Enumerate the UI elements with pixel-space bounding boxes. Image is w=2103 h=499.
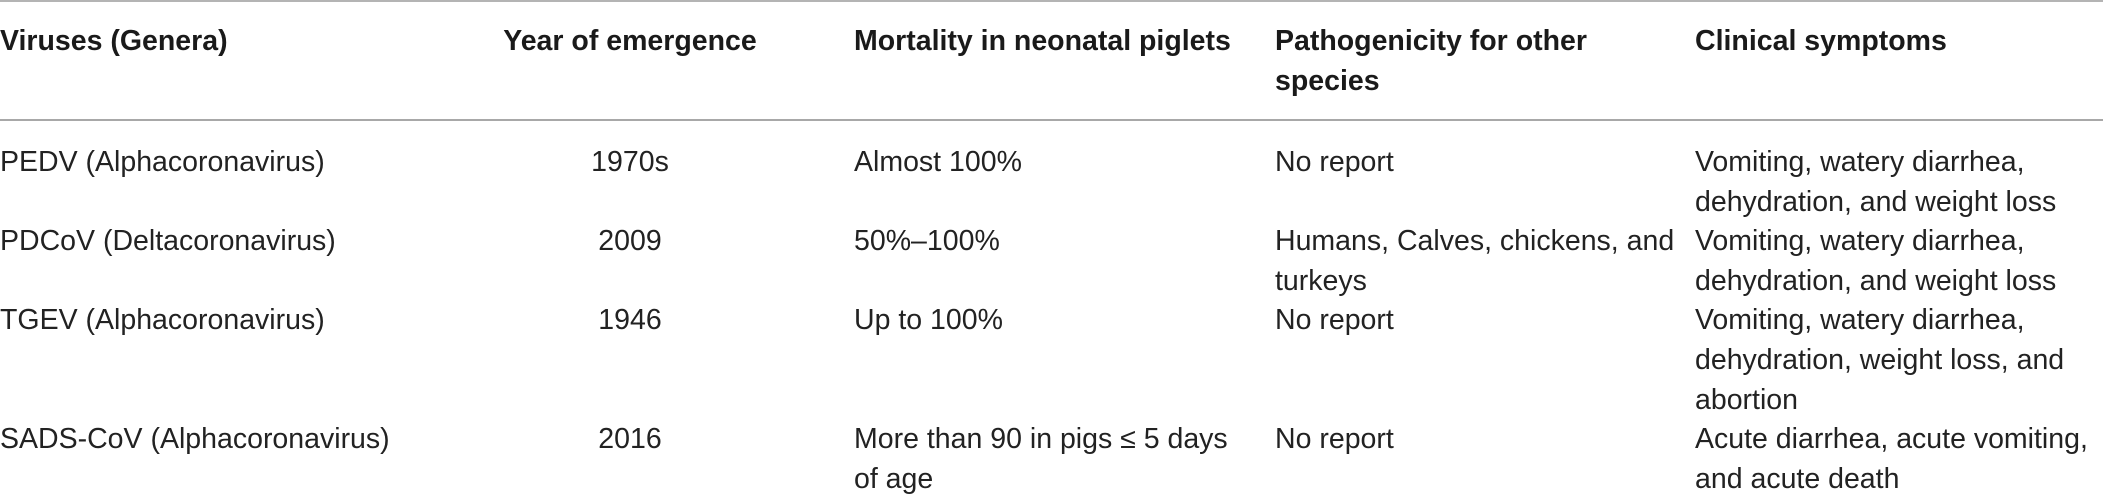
header-pathogenicity: Pathogenicity for other species [1275, 25, 1587, 97]
cell-mortality: More than 90 in pigs ≤ 5 days of age [854, 423, 1228, 495]
header-viruses: Viruses (Genera) [0, 25, 228, 57]
cell-mortality: Up to 100% [854, 304, 1003, 336]
cell-year: 1946 [598, 304, 662, 336]
table-header-rule [0, 119, 2103, 121]
cell-symptoms: Vomiting, watery diarrhea, dehydration, … [1695, 146, 2057, 218]
table-top-rule [0, 0, 2103, 2]
header-mortality: Mortality in neonatal piglets [854, 25, 1231, 57]
cell-year: 2009 [598, 225, 662, 257]
cell-symptoms: Acute diarrhea, acute vomiting, and acut… [1695, 423, 2088, 495]
cell-year: 2016 [598, 423, 662, 455]
cell-pathogenicity: No report [1275, 423, 1394, 455]
cell-pathogenicity: Humans, Calves, chickens, and turkeys [1275, 225, 1675, 297]
cell-virus: PEDV (Alphacoronavirus) [0, 146, 325, 178]
cell-symptoms: Vomiting, watery diarrhea, dehydration, … [1695, 225, 2057, 297]
cell-virus: TGEV (Alphacoronavirus) [0, 304, 325, 336]
cell-virus: PDCoV (Deltacoronavirus) [0, 225, 336, 257]
cell-year: 1970s [591, 146, 669, 178]
header-year: Year of emergence [503, 25, 757, 57]
cell-pathogenicity: No report [1275, 304, 1394, 336]
header-symptoms: Clinical symptoms [1695, 25, 1947, 57]
cell-virus: SADS-CoV (Alphacoronavirus) [0, 423, 390, 455]
cell-symptoms: Vomiting, watery diarrhea, dehydration, … [1695, 304, 2065, 416]
cell-pathogenicity: No report [1275, 146, 1394, 178]
cell-mortality: 50%–100% [854, 225, 1000, 257]
cell-mortality: Almost 100% [854, 146, 1022, 178]
